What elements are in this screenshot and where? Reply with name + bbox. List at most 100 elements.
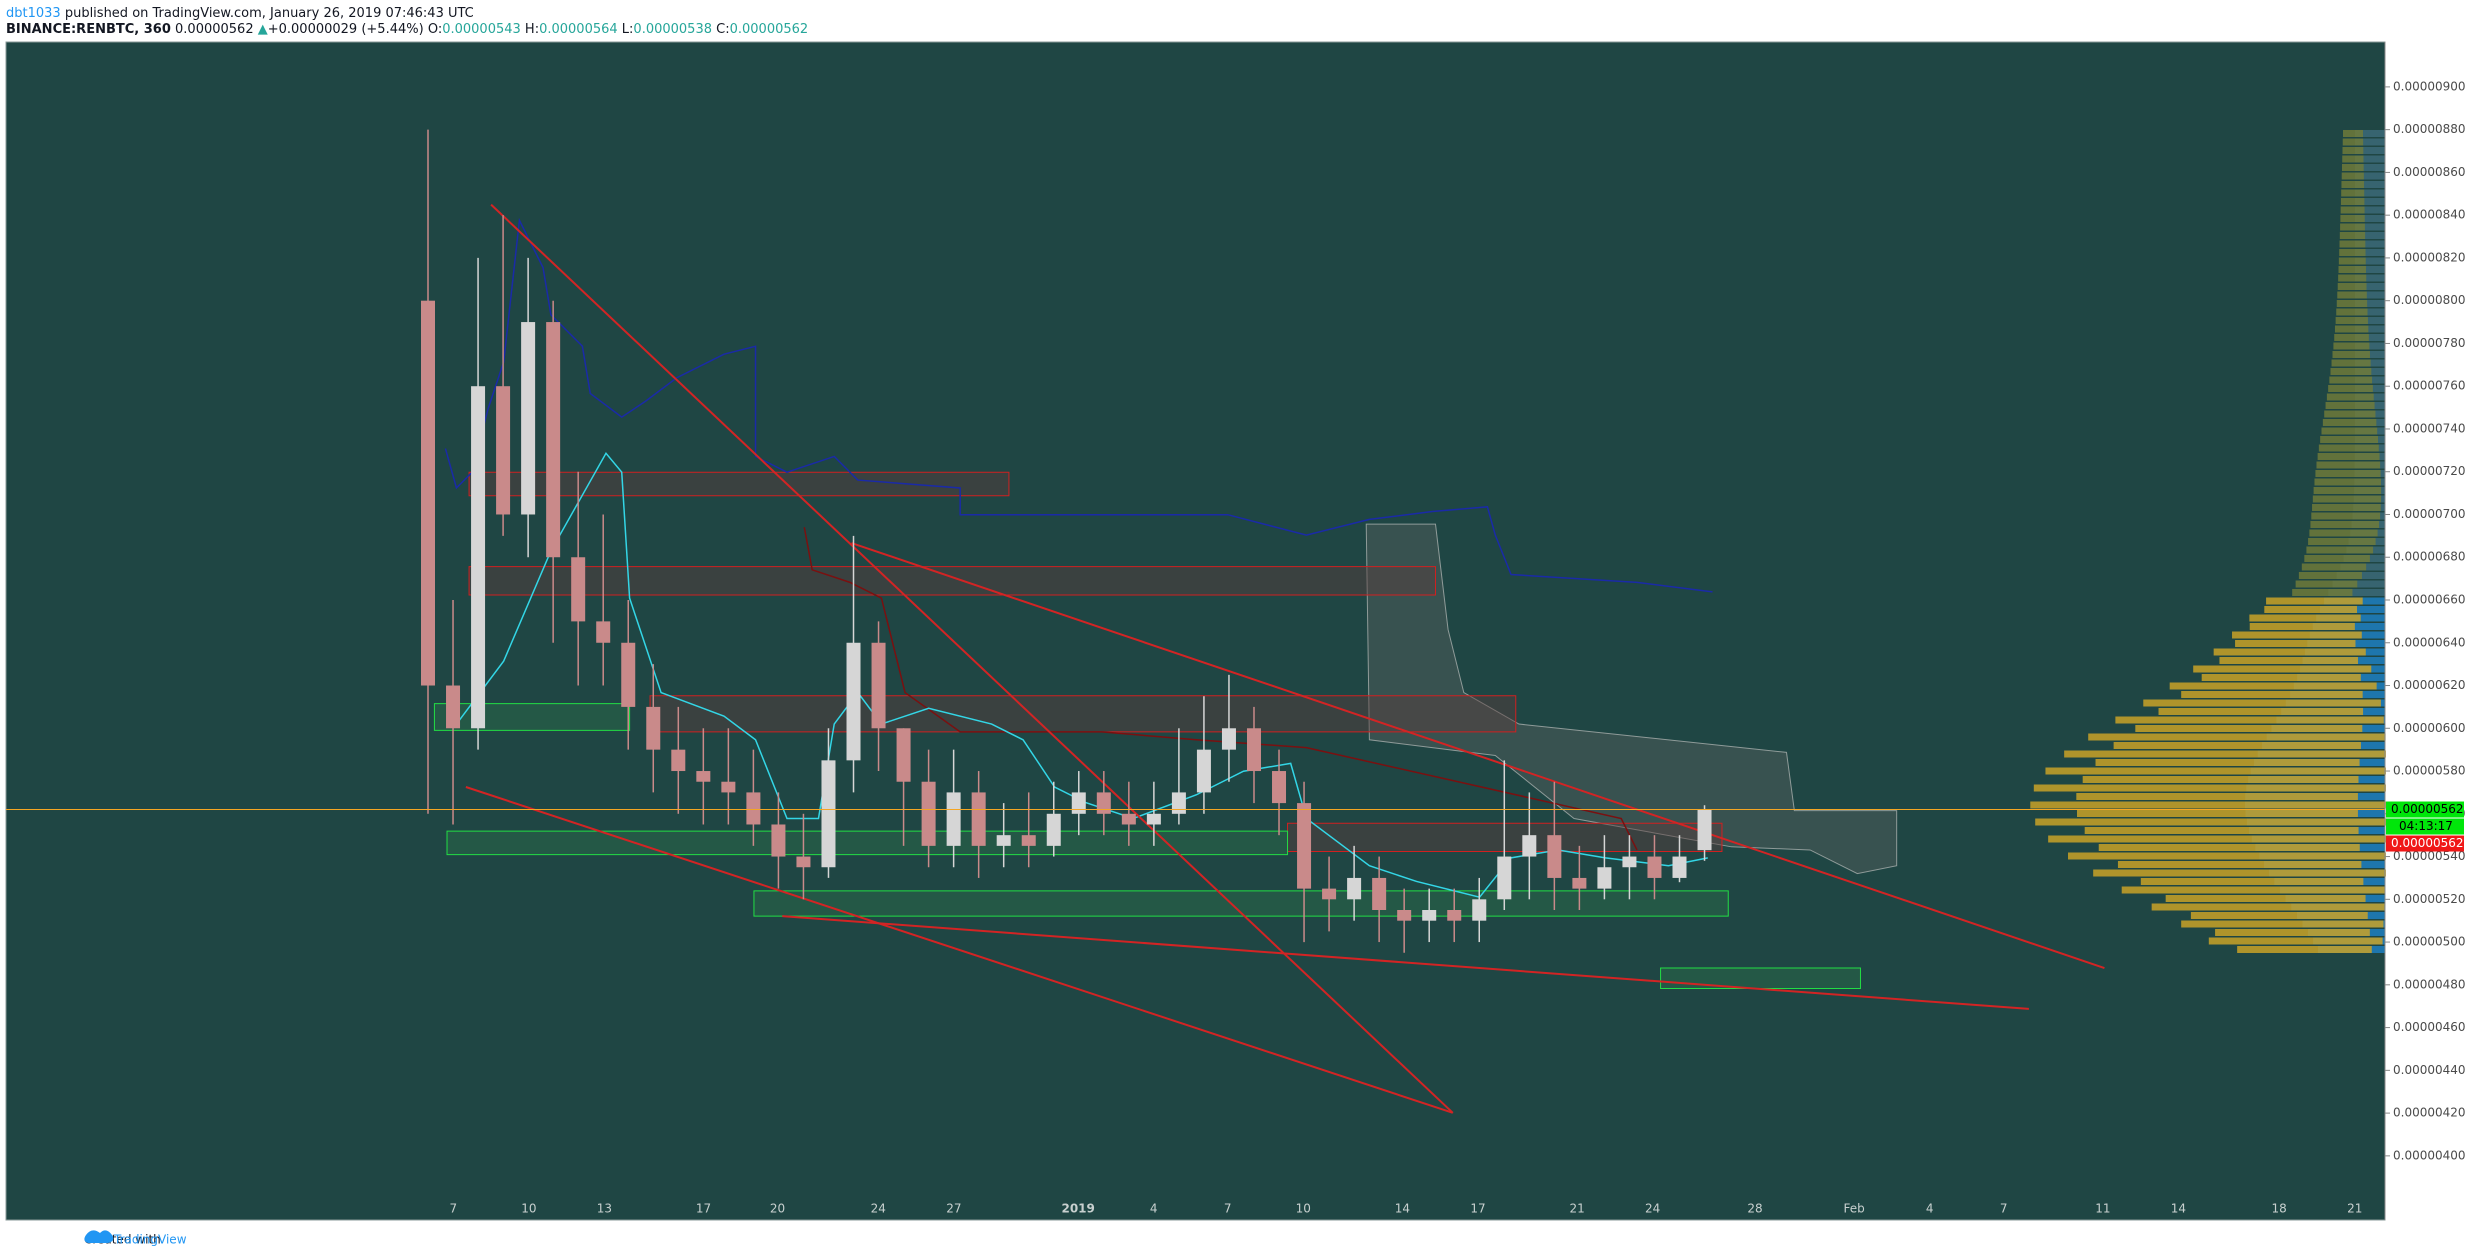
- profile-bar: [2355, 257, 2385, 265]
- y-tick-label: 0.00000500: [2393, 935, 2466, 949]
- trend-line: [491, 205, 1453, 1113]
- x-tick-label: 7: [2000, 1202, 2008, 1216]
- profile-bar: [2342, 155, 2364, 163]
- profile-bar: [2355, 206, 2385, 214]
- profile-bar: [2328, 385, 2373, 392]
- y-tick-label: 0.00000800: [2393, 293, 2466, 307]
- profile-bar: [2309, 529, 2378, 537]
- profile-bar: [2135, 725, 2363, 732]
- profile-bar: [2316, 461, 2381, 469]
- candle-body: [1196, 749, 1211, 793]
- profile-bar: [2333, 342, 2370, 350]
- candle-body: [671, 749, 686, 772]
- zone: [469, 567, 1435, 595]
- profile-bar: [2355, 266, 2385, 273]
- candle-body: [1221, 728, 1236, 750]
- profile-bar: [2354, 308, 2385, 316]
- profile-bar: [2312, 504, 2381, 511]
- candle-body: [1372, 877, 1387, 910]
- footer-brand[interactable]: TradingView: [113, 1233, 187, 1247]
- profile-bar: [2340, 215, 2365, 222]
- y-tick-label: 0.00000420: [2393, 1106, 2466, 1120]
- author[interactable]: dbt1033: [6, 6, 61, 21]
- y-tick-label: 0.00000760: [2393, 379, 2466, 393]
- profile-bar: [2098, 844, 2360, 851]
- profile-bar: [2048, 835, 2388, 843]
- x-tick-label: 18: [2272, 1202, 2287, 1216]
- profile-bar: [2295, 580, 2358, 588]
- candle-body: [496, 386, 511, 515]
- x-tick-label: 28: [1747, 1202, 1762, 1216]
- lagging-line: [804, 527, 1637, 850]
- countdown-badge: [2386, 818, 2464, 835]
- profile-bar: [2298, 572, 2362, 579]
- profile-bar: [2341, 189, 2365, 197]
- conversion-line: [456, 453, 1707, 897]
- profile-bar: [2321, 427, 2378, 435]
- candle-body: [796, 856, 811, 868]
- profile-bar: [2326, 393, 2374, 401]
- profile-bar: [2249, 614, 2361, 622]
- bid-badge: [2386, 835, 2464, 852]
- profile-bar: [2213, 648, 2366, 656]
- x-tick-label: 14: [2171, 1202, 2186, 1216]
- trend-line: [782, 916, 2029, 1009]
- profile-bar: [2301, 563, 2367, 571]
- last: 0.00000562: [175, 22, 254, 37]
- profile-bar: [2338, 257, 2366, 265]
- profile-bar: [2310, 521, 2380, 528]
- candle-body: [1447, 910, 1462, 921]
- y-tick-label: 0.00000660: [2393, 593, 2466, 607]
- profile-bar: [2354, 300, 2385, 307]
- y-tick-label: 0.00000700: [2393, 507, 2466, 521]
- candle-body: [1347, 877, 1362, 900]
- profile-bar: [2324, 410, 2376, 418]
- y-tick-label: 0.00000400: [2393, 1148, 2466, 1162]
- profile-bar: [2355, 198, 2385, 205]
- profile-bar: [2232, 631, 2362, 639]
- profile-bar: [2082, 776, 2359, 783]
- profile-bar: [2033, 784, 2389, 792]
- profile-bar: [2320, 436, 2379, 443]
- last-price-label: 0.00000562: [2391, 802, 2464, 816]
- x-tick-label: 21: [1570, 1202, 1585, 1216]
- profile-bar: [2266, 597, 2363, 605]
- profile-bar: [2337, 283, 2367, 290]
- profile-bar: [2151, 903, 2385, 911]
- candle-body: [1472, 899, 1487, 921]
- profile-bar: [2341, 181, 2365, 188]
- candle-body: [1672, 856, 1687, 878]
- x-tick-label: 17: [696, 1202, 711, 1216]
- candle-body: [846, 642, 861, 761]
- x-tick-label: 2019: [1061, 1202, 1094, 1216]
- profile-bar: [2339, 232, 2366, 239]
- arrow: ▲: [257, 22, 268, 37]
- profile-bar: [2030, 801, 2389, 809]
- x-tick-label: 20: [770, 1202, 785, 1216]
- cloud: [1366, 524, 1896, 873]
- candle-body: [721, 781, 736, 793]
- candle-body: [1071, 792, 1086, 814]
- profile-bar: [2318, 444, 2379, 452]
- y-tick-label: 0.00000720: [2393, 464, 2466, 478]
- profile-bar: [2315, 470, 2381, 477]
- profile-bar: [2340, 223, 2365, 231]
- candle-body: [1046, 813, 1061, 846]
- profile-bar: [2355, 172, 2385, 180]
- x-tick-label: 24: [871, 1202, 886, 1216]
- x-tick-label: 11: [2095, 1202, 2110, 1216]
- published: published on TradingView.com, January 26…: [64, 6, 474, 21]
- profile-bar: [2332, 351, 2370, 358]
- profile-bar: [2355, 189, 2385, 197]
- y-tick-label: 0.00000880: [2393, 122, 2466, 136]
- profile-bar: [2181, 691, 2363, 698]
- profile-bar: [2337, 291, 2367, 299]
- profile-bar: [2355, 215, 2385, 222]
- candle-body: [1522, 835, 1537, 857]
- baseline-line: [445, 220, 1712, 591]
- profile-bar: [2325, 402, 2375, 409]
- profile-bar: [2355, 249, 2385, 256]
- profile-bar: [2339, 240, 2366, 248]
- profile-bar: [2169, 682, 2377, 690]
